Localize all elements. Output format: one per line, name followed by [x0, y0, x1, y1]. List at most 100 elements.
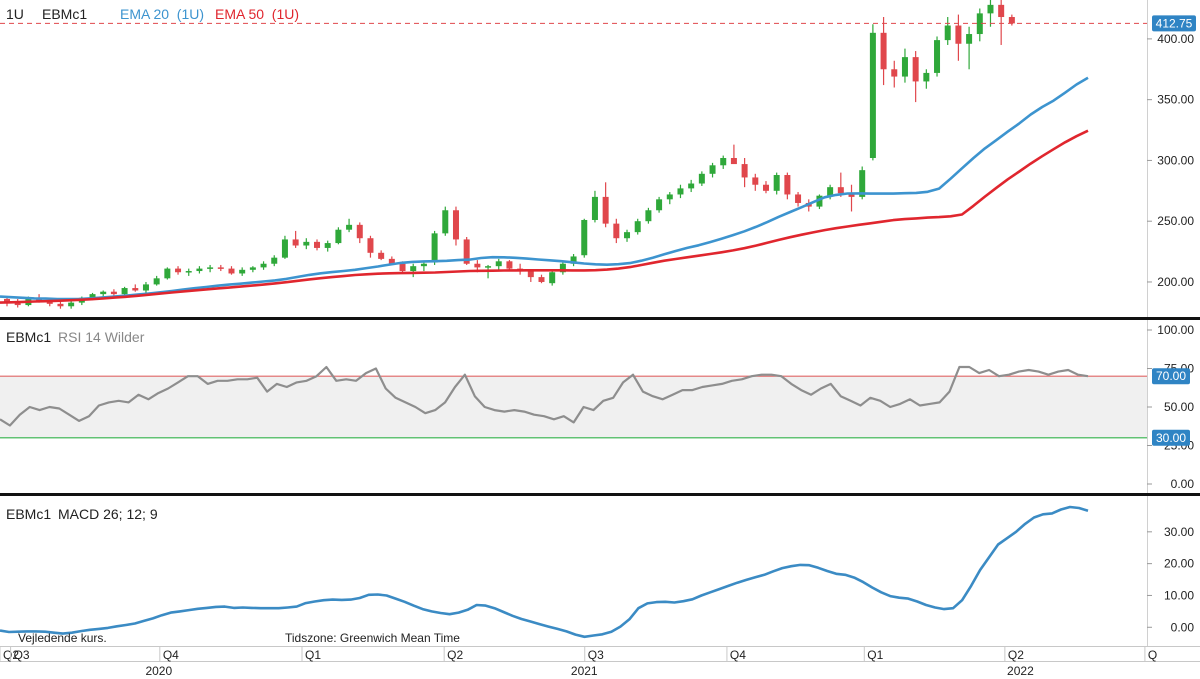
candle-body-down — [1008, 17, 1015, 24]
candlestick-series — [4, 0, 1015, 309]
candle-body-up — [634, 221, 641, 233]
macd-line — [0, 505, 1089, 639]
candle-body-up — [260, 263, 267, 268]
candle-body-down — [730, 158, 737, 165]
candle-body-up — [303, 241, 310, 246]
rsi-neutral-band — [0, 376, 1147, 438]
candle-body-up — [89, 294, 96, 298]
rsi-tick-label: 50.00 — [1164, 400, 1194, 414]
macd-title[interactable]: MACD 26; 12; 9 — [58, 506, 158, 522]
last-price-tag-bg — [1152, 15, 1196, 32]
candle-body-up — [185, 271, 192, 273]
rsi-symbol-label[interactable]: EBMc1 — [6, 329, 51, 345]
candle-body-up — [666, 194, 673, 200]
candle-body-down — [399, 263, 406, 272]
candle-body-up — [68, 302, 75, 307]
quarter-label: Q3 — [14, 648, 30, 662]
candle-body-up — [164, 268, 171, 279]
rsi-upper-tag-bg — [1152, 368, 1190, 385]
symbol-label[interactable]: EBMc1 — [42, 6, 87, 22]
candle-body-up — [410, 266, 417, 272]
macd-tick-label: 10.00 — [1164, 588, 1194, 602]
candle-body-down — [752, 177, 759, 185]
candle-body-up — [773, 175, 780, 191]
candle-body-up — [976, 13, 983, 35]
candle-body-up — [869, 32, 876, 158]
ema50-legend[interactable]: EMA 50 (1U) — [215, 6, 299, 22]
macd-panel[interactable]: 0.00 10.00 20.00 30.00 EBMc1 MACD 26; 12; 9… — [0, 505, 1195, 645]
rsi-title[interactable]: RSI 14 Wilder — [58, 329, 145, 345]
candle-body-down — [110, 291, 117, 295]
last-price-value: 412.75 — [1156, 16, 1193, 30]
rsi-lower-tag-value: 30.00 — [1156, 431, 1186, 445]
candle-body-down — [912, 57, 919, 82]
quarter-label: Q — [1148, 648, 1157, 662]
quarter-label: Q4 — [163, 648, 179, 662]
year-label: 2020 — [145, 664, 172, 678]
candle-body-up — [901, 57, 908, 77]
candle-body-down — [132, 288, 139, 291]
quarter-label: Q2 — [447, 648, 463, 662]
candle-body-up — [570, 256, 577, 264]
candle-body-down — [463, 239, 470, 264]
candle-body-up — [196, 268, 203, 272]
candle-body-down — [175, 268, 182, 273]
quarter-label: Q2 — [1008, 648, 1024, 662]
candle-body-up — [100, 291, 107, 295]
candle-body-up — [442, 210, 449, 234]
price-rsi-divider[interactable] — [0, 317, 1200, 320]
year-label: 2021 — [571, 664, 598, 678]
rsi-lower-tag-bg — [1152, 429, 1190, 446]
candle-body-down — [4, 298, 10, 303]
timezone-note: Tidszone: Greenwich Mean Time — [285, 631, 460, 645]
candle-body-down — [228, 268, 235, 274]
time-axis[interactable]: Q2Q3Q4Q1Q2Q3Q4Q1Q2Q202020212022 — [0, 646, 1157, 678]
candle-body-down — [474, 263, 481, 268]
candle-body-down — [506, 261, 513, 269]
year-label: 2022 — [1007, 664, 1034, 678]
rsi-macd-divider[interactable] — [0, 493, 1200, 496]
candle-body-up — [207, 267, 214, 269]
candle-body-down — [613, 223, 620, 239]
candle-body-up — [591, 196, 598, 220]
rsi-tick-label: 0.00 — [1171, 477, 1195, 491]
ema20-legend[interactable]: EMA 20 (1U) — [120, 6, 204, 22]
candle-body-down — [217, 267, 224, 269]
price-tick-label: 400.00 — [1157, 32, 1194, 46]
price-y-axis: 200.00 250.00 300.00 350.00 400.00 — [1147, 32, 1194, 289]
candle-body-down — [14, 302, 21, 306]
macd-symbol-label[interactable]: EBMc1 — [6, 506, 51, 522]
candle-body-up — [624, 232, 631, 239]
interval-label[interactable]: 1U — [6, 6, 24, 22]
rsi-upper-tag-value: 70.00 — [1156, 369, 1186, 383]
macd-tick-label: 0.00 — [1171, 620, 1195, 634]
candle-body-up — [420, 263, 427, 267]
candle-body-down — [538, 277, 545, 282]
candle-body-up — [549, 272, 556, 284]
last-price-tag: 412.75 — [1152, 15, 1196, 32]
candle-body-up — [324, 243, 331, 248]
rsi-tick-label: 100.00 — [1157, 323, 1194, 337]
candle-body-down — [741, 164, 748, 178]
candle-body-up — [709, 165, 716, 174]
candle-body-up — [966, 34, 973, 44]
candle-body-up — [281, 239, 288, 258]
candle-body-down — [795, 194, 802, 203]
candle-body-up — [495, 261, 502, 267]
macd-tick-label: 30.00 — [1164, 525, 1194, 539]
candle-body-down — [998, 4, 1005, 18]
quarter-label: Q2 — [3, 648, 19, 662]
candle-body-up — [656, 199, 663, 211]
price-panel[interactable]: 200.00 250.00 300.00 350.00 400.00 412.75 1U… — [0, 0, 1196, 309]
candle-body-down — [452, 210, 459, 240]
price-tick-label: 350.00 — [1157, 93, 1194, 107]
quarter-label: Q4 — [730, 648, 746, 662]
candle-body-up — [688, 183, 695, 189]
candle-body-down — [880, 32, 887, 70]
candle-body-down — [388, 258, 395, 264]
candle-body-up — [485, 266, 492, 268]
candle-body-up — [239, 269, 246, 274]
